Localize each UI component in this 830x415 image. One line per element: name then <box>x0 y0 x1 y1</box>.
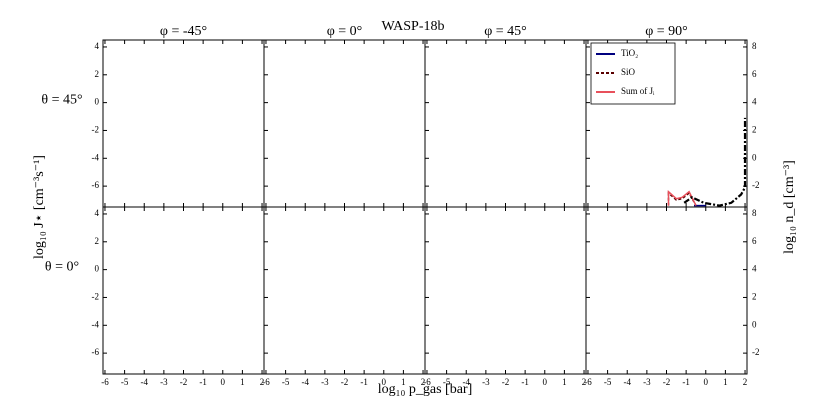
x-tick-label: -6 <box>262 377 270 387</box>
x-tick-label: 0 <box>704 377 709 387</box>
y-tick-label: -6 <box>92 347 100 357</box>
x-tick-label: -4 <box>623 377 631 387</box>
x-tick-label: -6 <box>584 377 592 387</box>
x-tick-label: -5 <box>121 377 129 387</box>
y-tick-label: -4 <box>92 319 100 329</box>
y2-tick-label: 0 <box>752 319 757 329</box>
x-tick-label: -2 <box>502 377 510 387</box>
panel-frame <box>585 206 748 375</box>
y2-tick-label: 4 <box>752 97 757 107</box>
x-tick-label: -1 <box>682 377 690 387</box>
column-title: φ = 90° <box>645 24 688 39</box>
x-axis-label: log₁₀ p_gas [bar] <box>378 382 473 397</box>
y-tick-label: 0 <box>95 264 100 274</box>
row-title: θ = 0° <box>45 259 79 274</box>
x-tick-label: 1 <box>240 377 245 387</box>
column-title: φ = -45° <box>160 24 207 39</box>
panel-frame <box>263 206 426 375</box>
data-line <box>667 190 697 206</box>
panel-frame <box>102 206 265 375</box>
panel-frame <box>424 39 587 208</box>
y-tick-label: -4 <box>92 152 100 162</box>
legend-label: TiO₂ <box>621 48 638 58</box>
x-tick-label: -2 <box>341 377 349 387</box>
panel-frame <box>424 206 587 375</box>
y2-tick-label: 6 <box>752 236 757 246</box>
x-tick-label: -3 <box>482 377 490 387</box>
x-tick-label: 2 <box>260 377 265 387</box>
x-tick-label: -4 <box>301 377 309 387</box>
y2-tick-label: 2 <box>752 292 757 302</box>
chart-title: WASP-18b <box>381 19 444 34</box>
x-tick-label: 2 <box>743 377 748 387</box>
x-tick-label: 1 <box>401 377 406 387</box>
x-tick-label: -6 <box>423 377 431 387</box>
x-tick-label: -3 <box>321 377 329 387</box>
x-tick-label: 1 <box>723 377 728 387</box>
x-tick-label: -4 <box>140 377 148 387</box>
y2-tick-label: 6 <box>752 69 757 79</box>
legend-label: SiO <box>621 67 636 77</box>
y2-tick-label: -2 <box>752 180 760 190</box>
x-tick-label: -2 <box>663 377 671 387</box>
x-tick-label: -1 <box>360 377 368 387</box>
y-axis-label: log₁₀ J⋆ [cm⁻³s⁻¹] <box>32 155 47 259</box>
y2-tick-label: 4 <box>752 264 757 274</box>
y2-tick-label: 8 <box>752 41 757 51</box>
x-tick-label: 0 <box>382 377 387 387</box>
x-tick-label: -5 <box>282 377 290 387</box>
row-title: θ = 45° <box>41 92 82 107</box>
y2-tick-label: 8 <box>752 208 757 218</box>
x-tick-label: 2 <box>421 377 426 387</box>
x-tick-label: -5 <box>443 377 451 387</box>
y-tick-label: 2 <box>95 69 100 79</box>
x-tick-label: -2 <box>180 377 188 387</box>
x-tick-label: -5 <box>604 377 612 387</box>
x-tick-label: -3 <box>643 377 651 387</box>
panel-frame <box>263 39 426 208</box>
data-line <box>683 117 747 207</box>
x-tick-label: -1 <box>521 377 529 387</box>
y-tick-label: -2 <box>92 292 100 302</box>
panel-frame <box>102 39 265 208</box>
y2-axis-label: log₁₀ n_d [cm⁻³] <box>782 160 797 254</box>
y2-tick-label: -2 <box>752 347 760 357</box>
y-tick-label: 2 <box>95 236 100 246</box>
y-tick-label: 4 <box>95 41 100 51</box>
y2-tick-label: 2 <box>752 125 757 135</box>
x-tick-label: 0 <box>221 377 226 387</box>
y-tick-label: -6 <box>92 180 100 190</box>
x-tick-label: 1 <box>562 377 567 387</box>
x-tick-label: 2 <box>582 377 587 387</box>
column-title: φ = 0° <box>327 24 363 39</box>
x-tick-label: 0 <box>543 377 548 387</box>
y-tick-label: 0 <box>95 97 100 107</box>
x-tick-label: -1 <box>199 377 207 387</box>
legend-label: Sum of Jᵢ <box>621 86 655 96</box>
y-tick-label: -2 <box>92 125 100 135</box>
y2-tick-label: 0 <box>752 152 757 162</box>
x-tick-label: -3 <box>160 377 168 387</box>
column-title: φ = 45° <box>484 24 527 39</box>
x-tick-label: -6 <box>101 377 109 387</box>
x-tick-label: -4 <box>462 377 470 387</box>
y-tick-label: 4 <box>95 208 100 218</box>
